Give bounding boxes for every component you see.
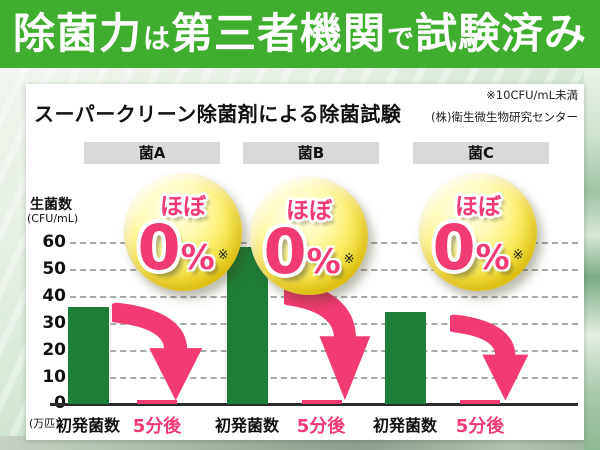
down-arrow-icon xyxy=(284,280,371,401)
x-label-initial-b: 初発菌数 xyxy=(214,416,279,435)
headline-part: 除菌力 xyxy=(12,9,142,58)
background-right-strip xyxy=(584,66,600,450)
badge-percent-text: % xyxy=(475,238,510,278)
initial-count-bar-b xyxy=(227,247,268,404)
badge-percent-text: % xyxy=(306,242,341,282)
chart-title: スーパークリーン除菌剤による除菌試験 xyxy=(34,102,402,126)
badge-percent-text: % xyxy=(180,238,215,278)
initial-count-bar-c xyxy=(385,312,426,404)
y-tick-60: 60 xyxy=(42,232,66,252)
group-label-bacteria-c: 菌C xyxy=(413,142,549,164)
after-5min-bar-b xyxy=(302,400,342,404)
gridline-30 xyxy=(70,323,578,325)
almost-zero-badge-a: ほぼ 0 % ※ xyxy=(124,173,242,291)
y-tick-10: 10 xyxy=(42,367,66,387)
almost-zero-badge-c: ほぼ 0 % ※ xyxy=(419,173,537,291)
y-axis-unit: (CFU/mL) xyxy=(27,212,79,225)
badge-hobo-text: ほぼ xyxy=(160,194,206,220)
y-tick-30: 30 xyxy=(42,313,66,333)
footnote-threshold: ※10CFU/mL未満 xyxy=(486,88,578,102)
x-label-initial-c: 初発菌数 xyxy=(372,416,437,435)
badge-zero-text: 0 xyxy=(263,215,307,288)
down-arrow-icon xyxy=(112,302,203,401)
group-label-bacteria-a: 菌A xyxy=(84,142,220,164)
almost-zero-badge-b: ほぼ 0 % ※ xyxy=(250,177,368,295)
x-axis-line xyxy=(50,403,578,406)
after-5min-bar-a xyxy=(137,400,177,404)
headline-part: 第三者機関 xyxy=(170,9,386,58)
initial-count-bar-a xyxy=(68,307,109,404)
y-tick-40: 40 xyxy=(42,286,66,306)
y-tick-20: 20 xyxy=(42,340,66,360)
headline-part: は xyxy=(142,24,170,55)
badge-reference-mark: ※ xyxy=(512,248,524,263)
testing-lab-credit: (株)衛生微生物研究センター xyxy=(431,110,578,124)
headline-part: 試験済み xyxy=(415,9,588,58)
x-label-after-b: 5分後 xyxy=(296,416,346,437)
headline-part: で xyxy=(387,24,414,55)
badge-reference-mark: ※ xyxy=(217,248,229,263)
badge-reference-mark: ※ xyxy=(343,252,355,267)
badge-zero-text: 0 xyxy=(137,211,181,284)
y-axis-bottom-unit: (万匹) xyxy=(29,417,60,430)
x-label-after-a: 5分後 xyxy=(132,416,182,437)
headline-banner: 除菌力 は 第三者機関 で 試験済み xyxy=(0,0,600,68)
gridline-20 xyxy=(70,350,578,352)
after-5min-bar-c xyxy=(460,400,500,404)
badge-zero-text: 0 xyxy=(432,211,476,284)
badge-hobo-text: ほぼ xyxy=(455,194,501,220)
badge-hobo-text: ほぼ xyxy=(286,198,332,224)
x-label-after-c: 5分後 xyxy=(455,416,505,437)
y-axis-title: 生菌数 xyxy=(30,197,72,213)
group-label-bacteria-b: 菌B xyxy=(243,142,379,164)
down-arrow-icon xyxy=(450,314,529,401)
gridline-10 xyxy=(70,377,578,379)
y-tick-50: 50 xyxy=(42,259,66,279)
chart-panel: ※10CFU/mL未満 スーパークリーン除菌剤による除菌試験 (株)衛生微生物研… xyxy=(26,84,584,440)
x-label-initial-a: 初発菌数 xyxy=(55,416,120,435)
